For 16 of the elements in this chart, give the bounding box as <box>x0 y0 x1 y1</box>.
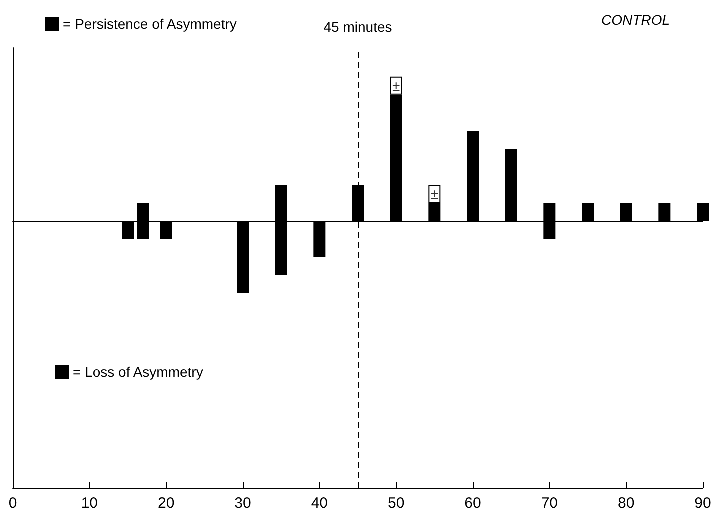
ref-line-label: 45 minutes <box>324 19 392 35</box>
x-tick-label: 50 <box>388 495 405 512</box>
annotation: ± <box>392 78 400 94</box>
legend-label: = Loss of Asymmetry <box>73 364 204 380</box>
x-tick-label: 30 <box>234 495 252 512</box>
annotation: ± <box>430 186 439 202</box>
legend-label: = Persistence of Asymmetry <box>63 16 237 32</box>
x-tick-label: 10 <box>81 495 98 512</box>
x-tick-label: 60 <box>464 495 482 512</box>
x-tick-label: 80 <box>618 495 635 512</box>
chart-title: CONTROL <box>602 12 670 28</box>
x-tick-label: 0 <box>8 495 18 512</box>
x-tick-label: 90 <box>694 495 712 512</box>
x-tick-label: 70 <box>541 495 558 512</box>
x-tick-label: 40 <box>311 495 328 512</box>
x-tick-label: 20 <box>158 495 175 512</box>
